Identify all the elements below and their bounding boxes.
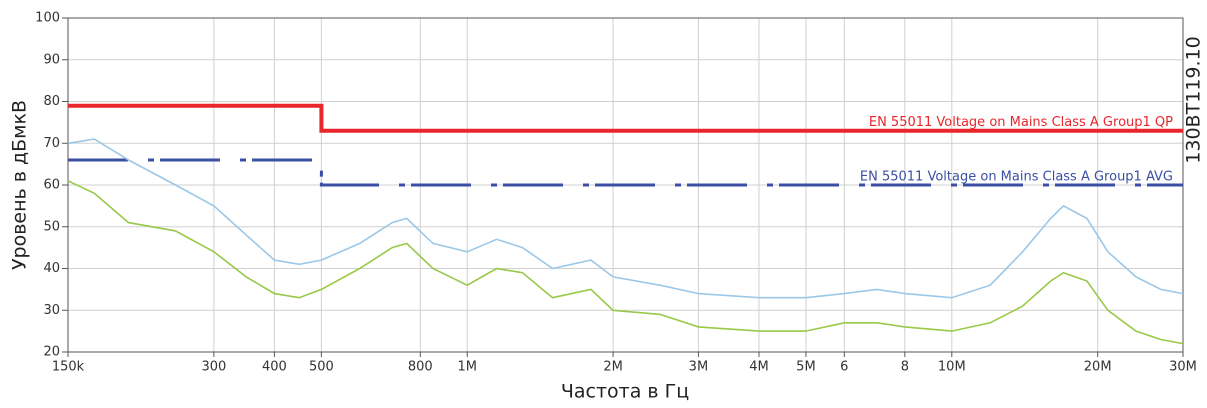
series-line bbox=[67, 180, 1184, 345]
x-tick-label: 20M bbox=[1084, 360, 1112, 375]
x-tick-label: 8 bbox=[901, 360, 909, 375]
series-label: EN 55011 Voltage on Mains Class A Group1… bbox=[869, 115, 1173, 130]
series-line bbox=[67, 138, 1184, 299]
x-tick-label: 10M bbox=[938, 360, 966, 375]
y-tick-label: 70 bbox=[43, 136, 60, 151]
x-axis-label: Частота в Гц bbox=[561, 381, 689, 403]
x-tick-label: 1M bbox=[457, 360, 477, 375]
series-label: EN 55011 Voltage on Mains Class A Group1… bbox=[860, 170, 1173, 185]
y-tick-label: 40 bbox=[43, 261, 60, 276]
y-tick-label: 80 bbox=[43, 94, 60, 109]
x-tick-label: 5M bbox=[796, 360, 816, 375]
x-tick-label: 6 bbox=[840, 360, 848, 375]
y-tick-label: 50 bbox=[43, 219, 60, 234]
series-line bbox=[68, 103, 1183, 133]
y-axis-label: Уровень в дБмкВ bbox=[9, 100, 31, 270]
y-tick-label: 20 bbox=[43, 345, 60, 360]
y-tick-label: 60 bbox=[43, 178, 60, 193]
x-tick-label: 3M bbox=[689, 360, 709, 375]
x-tick-label: 800 bbox=[408, 360, 433, 375]
series-line bbox=[68, 158, 1183, 187]
side-label: 130BT119.10 bbox=[1183, 36, 1205, 163]
x-tick-label: 500 bbox=[309, 360, 334, 375]
x-tick-label: 30M bbox=[1169, 360, 1197, 375]
y-tick-label: 100 bbox=[35, 11, 60, 26]
y-tick-label: 30 bbox=[43, 303, 60, 318]
x-tick-label: 150k bbox=[52, 360, 85, 375]
x-tick-label: 2M bbox=[603, 360, 623, 375]
x-tick-label: 4M bbox=[749, 360, 769, 375]
y-tick-label: 90 bbox=[43, 52, 60, 67]
x-tick-label: 300 bbox=[201, 360, 226, 375]
x-tick-label: 400 bbox=[262, 360, 287, 375]
